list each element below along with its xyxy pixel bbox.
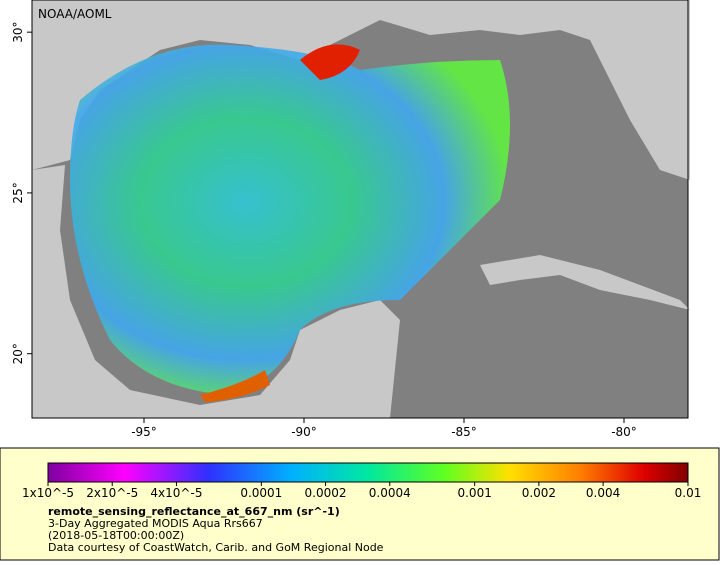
- source: Data courtesy of CoastWatch, Carib. and …: [48, 541, 384, 554]
- x-tick-label: -85°: [451, 425, 477, 439]
- description: 3-Day Aggregated MODIS Aqua Rrs667: [48, 517, 263, 530]
- colorbar-tick-label: 2x10^-5: [86, 486, 138, 500]
- cuba: [480, 255, 690, 310]
- colorbar-tick-label: 0.01: [675, 486, 702, 500]
- river-plume: [300, 44, 360, 80]
- map-frame: [31, 0, 689, 419]
- colorbar: [47, 462, 689, 483]
- credit: NOAA/AOML: [38, 7, 112, 21]
- colorbar-tick-label: 0.002: [522, 486, 556, 500]
- variable-name: remote_sensing_reflectance_at_667_nm (sr…: [48, 505, 340, 518]
- time: (2018-05-18T00:00:00Z): [48, 529, 184, 542]
- colorbar-tick-label: 0.004: [586, 486, 620, 500]
- x-tick-label: -80°: [611, 425, 637, 439]
- reflectance-field: [70, 44, 510, 395]
- colorbar-tick-label: 4x10^-5: [150, 486, 202, 500]
- colorbar-tick-label: 0.0004: [369, 486, 411, 500]
- colorbar-tick-label: 0.0002: [305, 486, 347, 500]
- y-tick-label: 25°: [11, 182, 25, 203]
- y-tick-label: 30°: [11, 22, 25, 43]
- colorbar-tick-label: 1x10^-5: [22, 486, 74, 500]
- land-mexico: [32, 165, 400, 418]
- land-north: [32, 0, 690, 180]
- y-tick-label: 20°: [11, 343, 25, 364]
- colorbar-tick-label: 0.001: [457, 486, 491, 500]
- coastal-high: [200, 370, 270, 402]
- colorbar-tick-label: 0.0001: [240, 486, 282, 500]
- x-tick-label: -90°: [291, 425, 317, 439]
- x-tick-label: -95°: [131, 425, 157, 439]
- map-area: NOAA/AOML: [31, 0, 690, 419]
